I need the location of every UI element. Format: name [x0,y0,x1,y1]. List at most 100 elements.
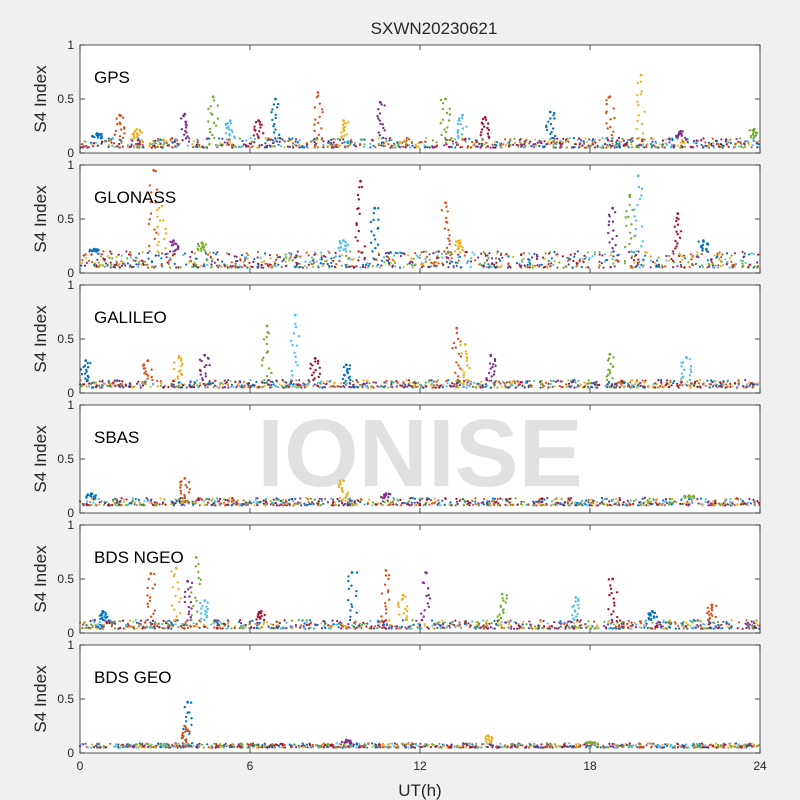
scatter-point [141,140,144,143]
scatter-point [445,385,448,388]
scatter-point [440,252,444,255]
scatter-point [278,136,282,140]
scatter-point [552,379,555,383]
scatter-point [249,142,253,145]
scatter-point [289,254,292,257]
scatter-point [238,620,241,624]
scatter-point [309,497,312,500]
scatter-point [80,384,84,387]
scatter-point [167,385,170,389]
scatter-point [562,141,565,144]
scatter-point [189,255,192,258]
scatter-point [370,241,373,244]
scatter-point [585,266,588,269]
scatter-point [445,626,448,629]
scatter-point [499,144,502,147]
scatter-point [388,261,391,265]
scatter-point [417,381,420,384]
scatter-point [101,264,104,267]
scatter-point [740,145,743,148]
scatter-point [277,143,280,146]
scatter-point [635,127,638,130]
scatter-point [366,262,369,265]
scatter-point [206,497,209,501]
scatter-point [455,497,458,501]
scatter-point [459,343,462,347]
scatter-point [162,145,165,148]
scatter-point [99,264,102,267]
scatter-point [734,145,737,148]
scatter-point [571,266,574,269]
scatter-point [250,502,253,505]
scatter-point [331,498,335,501]
scatter-point [151,626,154,629]
scatter-point [377,108,380,111]
scatter-point [741,385,745,388]
scatter-point [211,133,214,137]
scatter-point [241,254,244,257]
scatter-point [411,144,414,147]
scatter-point [179,483,182,487]
scatter-point [448,384,451,387]
plot-area [80,285,760,393]
scatter-point [535,500,538,503]
scatter-point [344,122,348,125]
scatter-point [668,141,671,144]
scatter-point [442,384,445,387]
scatter-point [726,144,729,147]
scatter-point [360,498,363,501]
scatter-point [378,119,381,122]
scatter-point [387,492,391,495]
scatter-point [444,497,447,500]
scatter-point [472,503,475,506]
scatter-point [728,257,732,260]
scatter-point [550,257,554,260]
scatter-point [724,504,727,507]
scatter-point [478,142,481,145]
scatter-point [234,380,237,383]
scatter-point [451,140,454,143]
scatter-point [419,383,422,386]
scatter-point [95,265,98,268]
scatter-point [330,138,333,141]
scatter-point [681,361,685,364]
scatter-point [199,373,202,376]
scatter-point [390,139,393,142]
scatter-point [598,264,601,267]
scatter-point [403,252,406,255]
scatter-point [115,261,118,265]
scatter-point [338,259,341,263]
scatter-point [198,358,202,361]
scatter-point [629,138,632,141]
scatter-point [618,496,621,500]
scatter-point [185,386,188,389]
scatter-point [443,227,447,230]
scatter-point [446,221,449,224]
scatter-point [583,381,586,384]
scatter-point [720,138,723,141]
scatter-point [332,141,335,144]
scatter-point [725,383,728,386]
scatter-point [112,142,116,145]
scatter-point [474,139,477,142]
scatter-point [603,620,606,623]
scatter-point [313,137,316,140]
scatter-point [706,259,709,262]
scatter-point [192,263,195,266]
scatter-point [275,504,278,507]
scatter-point [293,385,296,388]
scatter-point [611,621,614,624]
scatter-point [553,627,557,630]
scatter-point [597,266,601,269]
scatter-point [618,386,622,389]
scatter-point [368,262,371,265]
scatter-point [347,121,350,124]
scatter-point [176,245,180,248]
scatter-point [612,229,615,232]
scatter-point [520,500,523,503]
scatter-point [660,382,663,385]
scatter-point [573,255,576,258]
scatter-point [85,368,88,371]
scatter-point [239,622,243,625]
scatter-point [132,259,135,262]
